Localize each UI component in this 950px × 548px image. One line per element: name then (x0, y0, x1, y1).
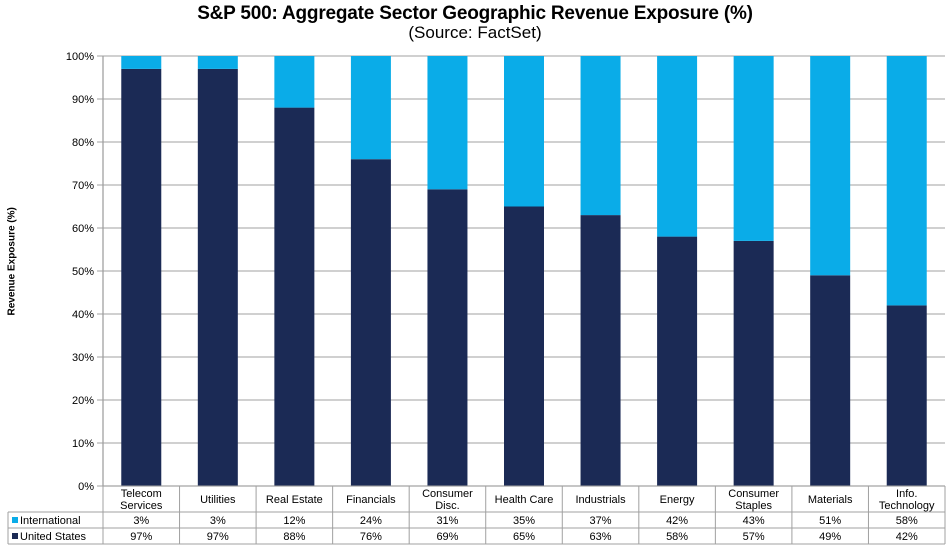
bar-international (657, 56, 698, 237)
data-label: 63% (590, 531, 612, 543)
bar-united-states (733, 240, 774, 486)
bar-united-states (810, 275, 851, 486)
data-label: 42% (896, 531, 918, 543)
bar-united-states (580, 215, 621, 486)
data-label: 24% (360, 515, 382, 527)
bar-united-states (274, 107, 315, 486)
bar-united-states (197, 68, 238, 487)
x-category-label: Staples (735, 500, 772, 512)
x-category-label: Telecom (121, 488, 162, 500)
data-label: 69% (436, 531, 458, 543)
bar-international (350, 56, 391, 160)
x-category-label: Technology (879, 500, 935, 512)
y-tick-label: 30% (72, 352, 94, 364)
y-tick-label: 0% (78, 481, 94, 493)
x-category-label: Industrials (575, 494, 626, 506)
x-category-label: Real Estate (266, 494, 323, 506)
data-label: 97% (130, 531, 152, 543)
data-label: 58% (666, 531, 688, 543)
x-category-label: Disc. (435, 500, 459, 512)
data-label: 97% (207, 531, 229, 543)
y-tick-label: 90% (72, 94, 94, 106)
data-label: 42% (666, 515, 688, 527)
legend-label: United States (20, 531, 87, 543)
y-tick-label: 20% (72, 395, 94, 407)
data-label: 76% (360, 531, 382, 543)
bar-international (121, 56, 162, 69)
data-label: 12% (283, 515, 305, 527)
x-category-label: Info. (896, 488, 917, 500)
bar-international (197, 56, 238, 69)
bar-international (580, 56, 621, 216)
chart-subtitle: (Source: FactSet) (408, 23, 542, 42)
x-category-label: Utilities (200, 494, 236, 506)
bar-international (810, 56, 851, 276)
bar-international (274, 56, 315, 108)
bar-united-states (504, 206, 544, 486)
data-label: 3% (133, 515, 149, 527)
x-category-label: Services (120, 500, 163, 512)
data-label: 58% (896, 515, 918, 527)
bars (121, 56, 927, 487)
data-label: 57% (743, 531, 765, 543)
data-label: 49% (819, 531, 841, 543)
y-axis-ticks: 0% 10% 20% 30% 40% 50% 60% 70% 80% 90% 100% (66, 51, 94, 493)
y-tick-label: 40% (72, 309, 94, 321)
y-tick-label: 80% (72, 137, 94, 149)
x-category-label: Health Care (495, 494, 554, 506)
bar-united-states (657, 236, 698, 486)
bar-international (886, 56, 927, 306)
x-category-label: Financials (346, 494, 396, 506)
y-tick-label: 100% (66, 51, 94, 63)
data-label: 43% (743, 515, 765, 527)
legend-swatch-united-states (12, 533, 18, 539)
bar-international (427, 56, 468, 190)
y-tick-label: 60% (72, 223, 94, 235)
bar-united-states (427, 189, 468, 487)
bar-international (504, 56, 544, 207)
legend-swatch-international (12, 517, 18, 523)
y-tick-label: 70% (72, 180, 94, 192)
x-category-label: Materials (808, 494, 853, 506)
bar-united-states (121, 68, 162, 487)
bar-united-states (350, 159, 391, 486)
y-tick-label: 50% (72, 266, 94, 278)
data-label: 37% (590, 515, 612, 527)
data-label: 65% (513, 531, 535, 543)
data-label: 51% (819, 515, 841, 527)
legend-label: International (20, 515, 81, 527)
data-label: 3% (210, 515, 226, 527)
x-category-label: Consumer (422, 488, 473, 500)
data-label: 35% (513, 515, 535, 527)
x-category-label: Consumer (728, 488, 779, 500)
y-tick-label: 10% (72, 438, 94, 450)
data-label: 88% (283, 531, 305, 543)
bar-international (733, 56, 774, 241)
x-category-label: Energy (660, 494, 695, 506)
bar-united-states (886, 305, 927, 486)
data-label: 31% (436, 515, 458, 527)
chart-title: S&P 500: Aggregate Sector Geographic Rev… (197, 3, 753, 24)
